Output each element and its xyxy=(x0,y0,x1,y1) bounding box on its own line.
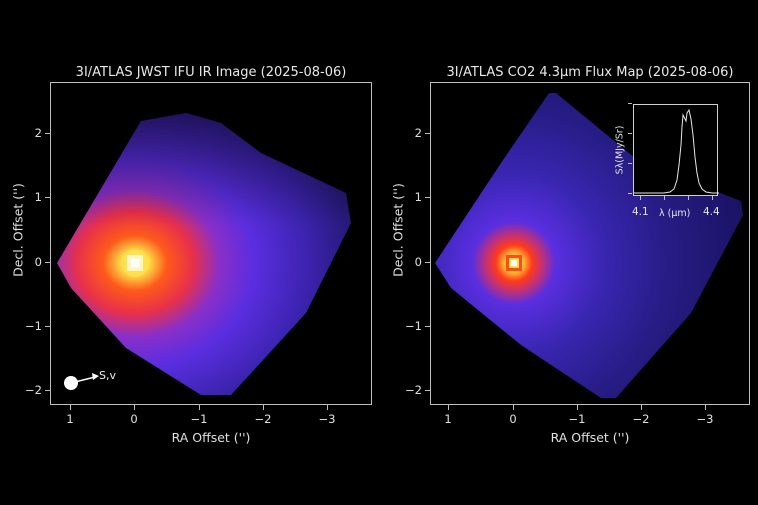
right-xtick: 1 xyxy=(444,412,452,426)
left-xtick: −1 xyxy=(190,412,208,426)
right-xtick: −1 xyxy=(568,412,586,426)
inset-xtick-right: 4.4 xyxy=(703,206,720,218)
co2-spectrum-line xyxy=(634,108,719,194)
left-panel-title: 3I/ATLAS JWST IFU IR Image (2025-08-06) xyxy=(75,65,347,80)
inset-xlabel: λ (µm) xyxy=(659,208,691,219)
left-xtick: 1 xyxy=(66,412,74,426)
right-ylabel: Decl. Offset ('') xyxy=(390,183,406,277)
sun-velocity-arrow-icon xyxy=(64,373,99,390)
left-ytick: 0 xyxy=(34,255,42,269)
right-ytick: −2 xyxy=(405,383,422,397)
sun-velocity-label: S,v xyxy=(99,369,116,382)
left-image-axes: S,v xyxy=(50,82,372,405)
right-ytick: 1 xyxy=(414,190,422,204)
left-ytick: 1 xyxy=(34,190,42,204)
right-xtick: −3 xyxy=(696,412,714,426)
left-xtick: −3 xyxy=(318,412,336,426)
right-ytick: 2 xyxy=(414,126,422,140)
left-ylabel: Decl. Offset ('') xyxy=(10,183,26,277)
right-xtick: −2 xyxy=(632,412,650,426)
inset-xtick-left: 4.1 xyxy=(632,206,649,218)
left-xtick: −2 xyxy=(254,412,272,426)
right-image-axes xyxy=(430,82,750,405)
right-co2-map xyxy=(435,93,743,398)
right-xlabel: RA Offset ('') xyxy=(550,430,630,445)
right-ytick: −1 xyxy=(405,319,422,333)
left-ir-image xyxy=(57,113,351,395)
left-ytick: −1 xyxy=(25,319,42,333)
spectrum-inset xyxy=(633,104,719,196)
left-ytick: 2 xyxy=(34,126,42,140)
left-xtick: 0 xyxy=(130,412,138,426)
right-footprint xyxy=(435,93,743,398)
right-xtick: 0 xyxy=(509,412,517,426)
right-ytick: 0 xyxy=(414,255,422,269)
left-xlabel: RA Offset ('') xyxy=(171,430,251,445)
inset-ylabel: Sλ(MJy/Sr) xyxy=(614,125,626,175)
left-ytick: −2 xyxy=(25,383,42,397)
right-panel-title: 3I/ATLAS CO2 4.3µm Flux Map (2025-08-06) xyxy=(446,65,734,80)
